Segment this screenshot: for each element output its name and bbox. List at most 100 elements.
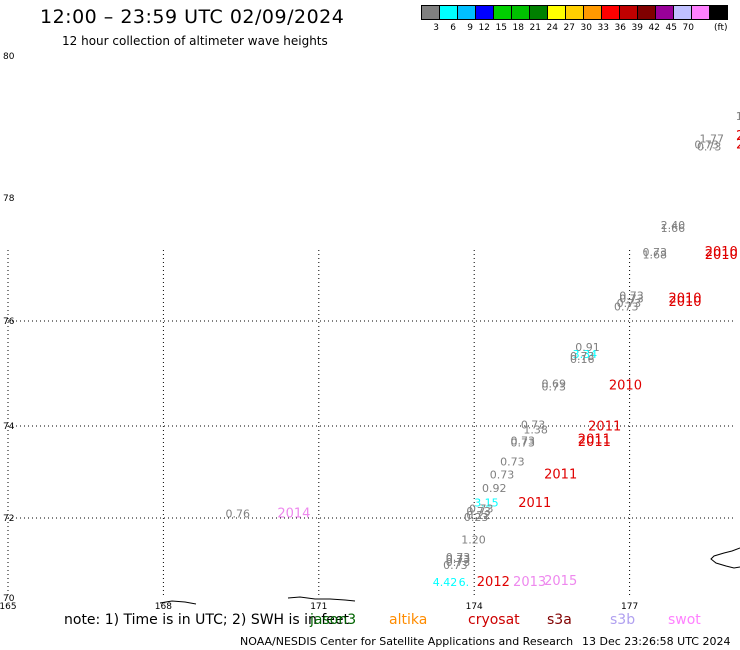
legend-swatch: [709, 5, 728, 20]
track-year-label: 2013: [513, 575, 546, 590]
legend-unit: (ft): [714, 23, 728, 33]
latitude-label: 74: [3, 422, 15, 432]
year-labels: 2020201020102010201020102011201120112011…: [277, 129, 740, 590]
swh-value: 0.73: [510, 437, 534, 450]
swh-labels: 1.1.770.730.732.401.660.731.680.730.730.…: [226, 110, 740, 589]
legend-label: 6: [450, 23, 456, 33]
track-year-label: 2011: [518, 496, 551, 511]
swh-value: 1.: [736, 110, 740, 123]
longitude-label: 177: [621, 602, 638, 612]
track-year-label: 2014: [277, 507, 310, 522]
map-subtitle: 12 hour collection of altimeter wave hei…: [62, 34, 328, 48]
swh-value: 0.73: [446, 553, 471, 566]
mission-swot: swot: [668, 612, 701, 628]
legend-label: 30: [580, 23, 592, 33]
swh-value: 0.73: [500, 456, 524, 469]
mission-altika: altika: [389, 612, 428, 628]
swh-value: 1.68: [643, 248, 668, 261]
swh-value: 0.69: [542, 378, 567, 391]
track-year-label: 2011: [544, 467, 577, 482]
swh-value: 1.66: [661, 222, 686, 235]
swh-value: 2.40: [661, 219, 686, 232]
swh-value: 0.73: [697, 140, 722, 153]
legend-label: 3: [433, 23, 439, 33]
longitude-label: 165: [0, 602, 17, 612]
swh-value: 0.73: [446, 556, 471, 569]
mission-s3b: s3b: [610, 612, 636, 628]
legend-label: 33: [597, 23, 609, 33]
legend-label: 18: [512, 23, 524, 33]
legend-label: 27: [563, 23, 575, 33]
legend-labels: 3 6 9 12 15 18 21 24 27 30 33 36 39 42 45 70 (ft): [422, 23, 728, 33]
track-year-label: 2010: [668, 292, 701, 307]
swh-value: 1.20: [461, 534, 486, 547]
map-title: 12:00 – 23:59 UTC 02/09/2024: [40, 6, 345, 28]
mission-s3a: s3a: [547, 612, 572, 628]
swh-value: 0.73: [614, 301, 639, 314]
legend-label: 42: [648, 23, 660, 33]
swh-value: 0.73: [570, 350, 595, 363]
swh-value: 0.73: [617, 297, 642, 310]
swh-value: 3.15: [474, 497, 499, 510]
color-legend: 3 6 9 12 15 18 21 24 27 30 33 36 39 42 45 70 (ft): [421, 5, 728, 33]
coastline-right: [710, 547, 740, 569]
swh-value: 0.73: [694, 138, 719, 151]
legend-label: 24: [546, 23, 558, 33]
mission-cryosat: cryosat: [468, 612, 520, 628]
swh-value: 0.73: [542, 380, 567, 393]
track-year-label: 2011: [578, 432, 611, 447]
swh-value: 0.73: [619, 293, 644, 306]
mission-jason3: jason3: [310, 612, 357, 628]
longitude-label: 168: [155, 602, 172, 612]
legend-label: 45: [665, 23, 677, 33]
swh-value: 1.77: [700, 133, 725, 146]
swh-value: 3.34: [573, 348, 598, 361]
track-year-label: 20: [736, 137, 740, 152]
agency-credit: NOAA/NESDIS Center for Satellite Applica…: [240, 635, 574, 648]
track-year-label: 2010: [668, 295, 701, 310]
track-year-label: 2015: [544, 574, 577, 589]
latitude-label: 80: [3, 52, 15, 62]
legend-swatches: [421, 5, 728, 20]
legend-label: 39: [631, 23, 643, 33]
swh-value: 0.91: [575, 341, 600, 354]
generation-timestamp: 13 Dec 23:26:58 UTC 2024: [582, 635, 731, 648]
coastline: [159, 547, 740, 605]
swh-value: 0.92: [482, 482, 507, 495]
longitude-label: 174: [466, 602, 483, 612]
swh-value: 0.73: [510, 434, 534, 447]
legend-label: 12: [478, 23, 490, 33]
graticule: [7, 250, 736, 598]
swh-value: 0.73: [469, 502, 494, 515]
swh-value: 0.73: [521, 418, 546, 431]
swh-value: 0.73: [643, 246, 668, 259]
track-year-label: 20: [736, 129, 740, 144]
track-year-label: 2011: [588, 420, 621, 435]
swh-value: 0.73: [443, 559, 468, 572]
swh-value: 0.76: [226, 508, 251, 521]
track-year-label: 2012: [477, 575, 510, 590]
swh-value: 0.22: [466, 509, 491, 522]
swh-value: 0.73: [466, 505, 491, 518]
swh-value: 1.38: [523, 423, 548, 436]
swh-value: 0.16: [570, 353, 595, 366]
legend-label: 9: [467, 23, 473, 33]
legend-label: 70: [682, 23, 694, 33]
legend-label: 21: [529, 23, 541, 33]
track-year-label: 2011: [578, 435, 611, 450]
swh-value: 6.: [459, 576, 470, 589]
latitude-label: 76: [3, 317, 15, 327]
track-year-label: 2010: [705, 248, 738, 263]
track-year-label: 2010: [609, 378, 642, 393]
swh-value: 0.73: [619, 289, 644, 302]
swh-value: 0.73: [490, 468, 515, 481]
legend-label: 15: [495, 23, 507, 33]
coastline-bottom: [159, 596, 356, 605]
swh-value: 0.73: [446, 551, 471, 564]
footnote: note: 1) Time is in UTC; 2) SWH is in fe…: [64, 612, 350, 628]
latitude-label: 72: [3, 514, 14, 524]
swh-value: 0.23: [464, 511, 489, 524]
track-year-label: 2010: [705, 245, 738, 260]
